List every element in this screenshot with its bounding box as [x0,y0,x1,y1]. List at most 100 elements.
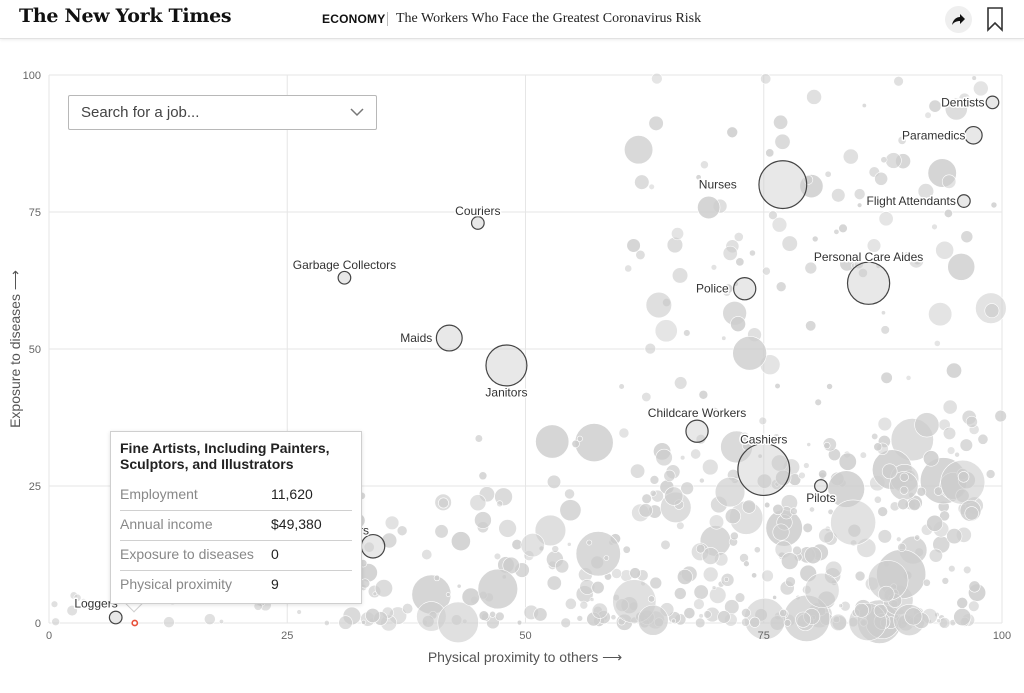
job-bubble[interactable] [520,533,545,558]
job-bubble[interactable] [829,613,848,632]
job-bubble[interactable] [908,498,921,511]
job-bubble[interactable] [51,617,60,627]
job-bubble[interactable] [726,126,738,139]
job-bubble[interactable] [897,498,909,511]
job-bubble[interactable] [478,471,488,481]
job-bubble[interactable] [789,507,798,516]
job-bubble[interactable] [709,586,727,604]
job-bubble[interactable] [703,610,712,619]
job-bubble[interactable] [854,603,869,618]
job-bubble[interactable] [618,427,630,439]
job-bubble[interactable] [878,211,894,227]
job-bubble[interactable] [648,183,655,190]
job-bubble[interactable] [559,499,582,522]
job-bubble[interactable] [792,545,802,556]
job-bubble[interactable] [881,463,898,480]
job-bubble[interactable] [902,251,912,261]
job-bubble[interactable] [968,580,981,593]
job-bubble[interactable] [560,617,572,629]
nyt-logo[interactable]: The New York Times [19,5,232,27]
job-bubble[interactable] [445,592,451,597]
job-bubble[interactable] [734,592,746,603]
job-bubble[interactable] [954,451,960,458]
job-bubble[interactable] [437,601,479,644]
job-bubble[interactable] [914,534,921,541]
job-bubble[interactable] [928,548,943,563]
job-bubble[interactable] [823,441,831,450]
job-bubble[interactable] [663,469,676,482]
job-bubble[interactable] [516,619,523,626]
job-bubble[interactable] [764,501,771,509]
job-bubble[interactable] [973,80,989,97]
job-bubble[interactable] [624,135,654,165]
job-bubble[interactable] [941,577,950,585]
section-label[interactable]: ECONOMY [322,12,386,26]
job-bubble[interactable] [735,257,745,267]
job-bubble[interactable] [942,426,957,441]
job-bubble[interactable] [893,76,904,87]
job-bubble[interactable] [826,383,833,390]
job-bubble[interactable] [534,514,567,547]
job-bubble[interactable] [629,567,641,579]
job-bubble[interactable] [917,183,935,200]
job-bubble[interactable] [674,587,687,600]
job-bubble[interactable] [730,531,739,541]
job-bubble[interactable] [905,375,912,381]
job-bubble[interactable] [758,416,767,426]
job-bubble[interactable] [742,499,756,514]
job-bubble[interactable] [679,455,686,461]
job-bubble[interactable] [880,371,893,384]
job-bubble[interactable] [586,539,593,546]
job-bubble[interactable] [858,268,868,278]
job-bubble[interactable] [695,174,702,181]
job-bubble[interactable] [698,389,709,400]
job-bubble[interactable] [163,616,175,629]
job-bubble[interactable] [690,448,702,460]
job-bubble[interactable] [574,423,614,462]
job-bubble[interactable] [923,450,940,467]
job-bubble[interactable] [474,511,492,529]
job-bubble[interactable] [853,188,866,200]
job-bubble[interactable] [959,438,973,452]
job-bubble[interactable] [645,291,672,319]
job-bubble[interactable] [806,89,822,105]
chevron-down-icon[interactable] [350,108,364,117]
job-bubble[interactable] [361,619,367,625]
job-bubble[interactable] [649,489,657,497]
job-bubble[interactable] [474,434,483,443]
job-bubble[interactable] [953,608,972,626]
job-bubble[interactable] [626,238,641,253]
job-bubble[interactable] [866,238,882,253]
job-bubble[interactable] [873,442,883,452]
job-bubble[interactable] [575,531,621,577]
job-bubble[interactable] [708,407,720,419]
job-bubble[interactable] [641,391,652,402]
job-bubble[interactable] [814,398,822,406]
job-bubble[interactable] [838,223,848,233]
job-bubble[interactable] [700,160,709,170]
job-bubble[interactable] [723,576,729,582]
job-bubble[interactable] [502,556,520,575]
job-bubble[interactable] [676,521,685,530]
job-bubble[interactable] [990,201,998,209]
job-bubble[interactable] [498,519,517,538]
job-bubble[interactable] [805,320,817,332]
job-bubble[interactable] [618,383,625,390]
job-bubble[interactable] [933,339,941,347]
job-bubble[interactable] [772,595,777,600]
job-bubble[interactable] [977,433,989,445]
job-bubble[interactable] [589,597,595,602]
job-bubble[interactable] [938,617,951,629]
job-bubble[interactable] [701,547,720,565]
job-bubble[interactable] [768,210,778,220]
job-bubble[interactable] [877,506,888,517]
job-bubble[interactable] [928,99,942,113]
job-bubble[interactable] [774,382,781,390]
job-bubble[interactable] [994,409,1007,423]
job-bubble[interactable] [571,439,580,449]
job-bubble[interactable] [693,584,709,600]
job-bubble[interactable] [803,462,810,469]
job-bubble[interactable] [489,610,496,618]
job-bubble[interactable] [897,135,907,145]
job-bubble[interactable] [854,570,866,582]
